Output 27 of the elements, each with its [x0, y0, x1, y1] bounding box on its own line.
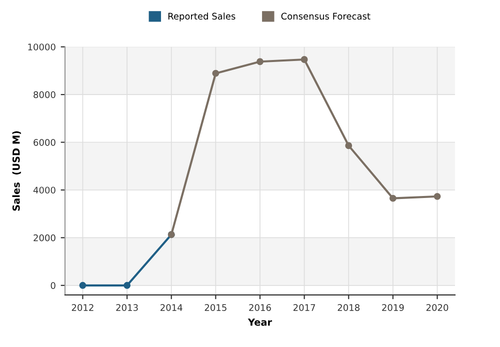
legend-label: Reported Sales	[168, 12, 236, 22]
x-tick-label: 2017	[293, 304, 316, 311]
point	[434, 192, 441, 200]
x-tick-label: 2015	[204, 304, 226, 311]
x-tick-label: 2020	[426, 304, 448, 311]
y-tick-label: 2000	[34, 234, 56, 242]
x-tick-label: 2019	[382, 304, 404, 311]
y-tick-label: 4000	[33, 186, 56, 194]
x-axis-title: Year	[248, 318, 272, 326]
x-tick-label: 2014	[160, 304, 182, 311]
point	[300, 56, 308, 63]
y-tick-label: 0	[50, 282, 56, 289]
point	[256, 58, 264, 66]
x-tick-label: 2012	[72, 304, 94, 311]
legend-label: Consensus Forecast	[281, 12, 370, 20]
point	[124, 282, 131, 289]
point	[212, 70, 220, 77]
y-tick-label: 10000	[28, 44, 56, 50]
y-tick-label: 6000	[34, 139, 56, 146]
point	[345, 142, 352, 150]
y-axis-title: Sales (USD M)	[12, 131, 21, 211]
point	[79, 282, 86, 289]
x-tick-label: 2018	[338, 304, 360, 311]
point	[389, 194, 396, 202]
x-tick-label: 2016	[249, 304, 271, 311]
y-tick-label: 8000	[34, 91, 56, 98]
x-tick-label: 2013	[116, 304, 138, 311]
